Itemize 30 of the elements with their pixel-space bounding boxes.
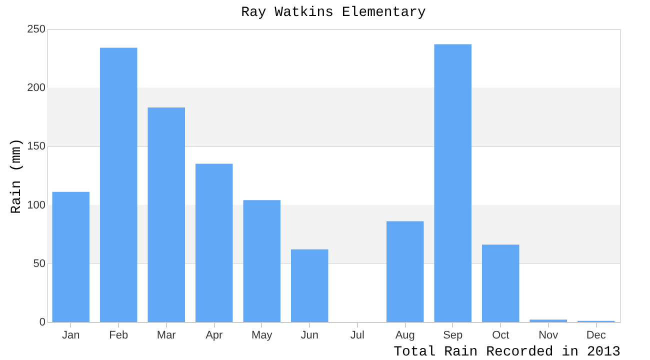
bar [100, 48, 138, 322]
x-tick-label: Apr [206, 330, 224, 342]
bar [291, 249, 328, 322]
x-tick-label: Jan [62, 330, 80, 342]
x-axis-title: Total Rain Recorded in 2013 [394, 344, 620, 360]
y-tick-label: 150 [27, 140, 46, 153]
bar [196, 164, 233, 322]
x-tick-label: May [251, 330, 273, 342]
x-tick-label: Oct [492, 330, 510, 342]
y-tick-label: 50 [33, 258, 46, 270]
bar [148, 108, 185, 322]
y-tick-label: 200 [27, 82, 46, 94]
bar [386, 221, 424, 322]
y-tick-label: 0 [39, 316, 46, 328]
y-tick-label: 100 [27, 199, 46, 212]
x-tick-label: Nov [538, 330, 559, 342]
bar [482, 244, 520, 322]
bar [243, 200, 280, 322]
bar [52, 192, 90, 322]
y-axis-title: Rain (mm) [9, 138, 26, 214]
x-tick-label: Aug [395, 330, 415, 342]
y-tick-label: 250 [27, 24, 46, 36]
x-tick-label: Mar [156, 330, 176, 342]
x-tick-label: Jun [300, 330, 318, 342]
bar [434, 44, 472, 322]
x-tick-label: Jul [350, 330, 364, 342]
chart-title: Ray Watkins Elementary [241, 5, 426, 21]
x-tick-label: Sep [443, 330, 463, 342]
x-tick-label: Feb [109, 330, 128, 342]
x-tick-label: Dec [586, 330, 606, 342]
